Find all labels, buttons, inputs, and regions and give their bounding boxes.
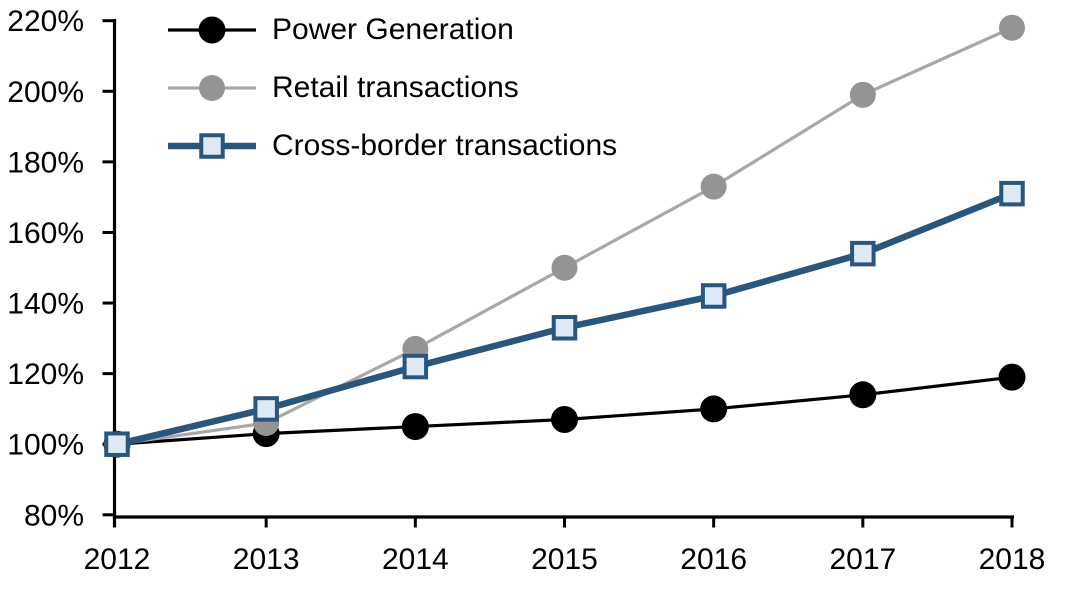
marker-cross-border-transactions-2017	[850, 240, 876, 267]
x-tick-label: 2017	[829, 543, 896, 576]
x-tick-label: 2013	[233, 543, 300, 576]
marker-power-generation-2018	[998, 363, 1026, 391]
legend-marker-circle-icon	[198, 16, 226, 44]
marker-power-generation-2016	[700, 395, 728, 423]
legend-marker-square-icon	[199, 133, 225, 159]
marker-power-generation-2015	[551, 406, 578, 434]
x-tick-label: 2014	[382, 543, 449, 576]
marker-cross-border-transactions-2013	[253, 396, 279, 422]
legend-label-cross-border-transactions: Cross-border transactions	[272, 129, 618, 162]
x-tick-label: 2012	[84, 543, 151, 576]
marker-cross-border-transactions-2016	[700, 283, 727, 309]
legend-item-cross-border-transactions: Cross-border transactions	[168, 117, 617, 175]
y-tick-label: 140%	[7, 288, 84, 321]
x-tick-label: 2016	[680, 543, 747, 576]
y-tick-label: 80%	[24, 499, 84, 532]
y-tick-label: 160%	[7, 217, 84, 250]
legend-label-retail-transactions: Retail transactions	[272, 71, 519, 104]
marker-retail-transactions-2017	[849, 81, 876, 108]
y-tick-label: 180%	[7, 146, 84, 179]
y-tick-label: 200%	[7, 76, 84, 109]
marker-cross-border-transactions-2015	[551, 314, 578, 341]
marker-cross-border-transactions-2018	[999, 180, 1025, 207]
marker-cross-border-transactions-2014	[402, 353, 429, 380]
y-tick-label: 220%	[7, 5, 84, 38]
x-tick-label: 2018	[979, 543, 1046, 576]
legend-item-retail-transactions: Retail transactions	[168, 59, 617, 117]
legend-marker-circle-icon	[199, 75, 225, 101]
legend-item-power-generation: Power Generation	[168, 1, 617, 59]
legend-swatch-cross-border-transactions-icon	[168, 133, 256, 159]
legend: Power Generation Retail transactions Cro…	[168, 1, 617, 175]
legend-swatch-power-generation-icon	[168, 16, 256, 44]
y-tick-label: 120%	[7, 358, 84, 391]
marker-power-generation-2014	[401, 413, 429, 441]
marker-retail-transactions-2016	[700, 173, 727, 200]
marker-cross-border-transactions-2012	[104, 431, 130, 457]
x-tick-label: 2015	[531, 543, 598, 576]
marker-retail-transactions-2018	[999, 14, 1025, 41]
marker-retail-transactions-2015	[551, 254, 578, 281]
legend-label-power-generation: Power Generation	[272, 13, 514, 46]
legend-swatch-retail-transactions-icon	[168, 75, 256, 101]
y-tick-label: 100%	[7, 429, 84, 462]
marker-power-generation-2017	[849, 381, 877, 409]
